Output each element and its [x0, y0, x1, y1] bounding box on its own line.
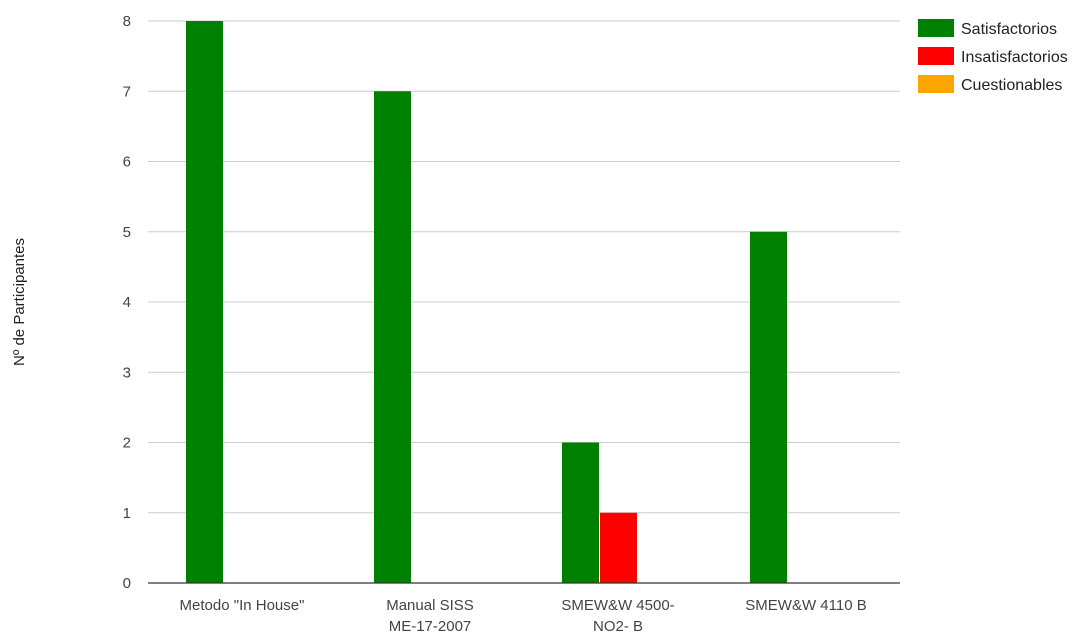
x-tick-label: Manual SISS: [386, 597, 474, 614]
legend-label: Satisfactorios: [961, 21, 1057, 38]
bar: [186, 21, 223, 583]
bar: [562, 442, 599, 583]
bars: [186, 21, 787, 583]
legend-swatch: [918, 75, 954, 93]
x-tick-label: SMEW&W 4500-: [561, 597, 674, 614]
y-tick-label: 0: [123, 575, 131, 592]
legend: Satisfactorios Insatisfactorios Cuestionab…: [918, 19, 1068, 94]
y-tick-label: 5: [123, 224, 131, 241]
x-tick-label: SMEW&W 4110 B: [745, 597, 866, 614]
bar: [374, 91, 411, 583]
x-tick-label: NO2- B: [593, 618, 643, 635]
y-tick-label: 6: [123, 154, 131, 171]
legend-label: Insatisfactorios: [961, 49, 1068, 66]
y-tick-label: 8: [123, 13, 131, 30]
y-tick-label: 4: [123, 294, 131, 311]
y-tick-labels: 0 1 2 3 4 5 6 7 8: [123, 13, 131, 592]
x-tick-labels: Metodo "In House" Manual SISS ME-17-2007 SM…: [180, 597, 867, 635]
y-tick-label: 7: [123, 83, 131, 100]
legend-label: Cuestionables: [961, 77, 1062, 94]
y-tick-label: 1: [123, 505, 131, 522]
y-axis-title: Nº de Participantes: [11, 238, 28, 366]
y-tick-label: 3: [123, 364, 131, 381]
legend-swatch: [918, 19, 954, 37]
bar: [600, 512, 637, 583]
grid-lines: [148, 20, 900, 514]
bar: [750, 231, 787, 583]
x-tick-label: Metodo "In House": [180, 597, 305, 614]
y-tick-label: 2: [123, 435, 131, 452]
x-tick-label: ME-17-2007: [389, 618, 472, 635]
legend-swatch: [918, 47, 954, 65]
